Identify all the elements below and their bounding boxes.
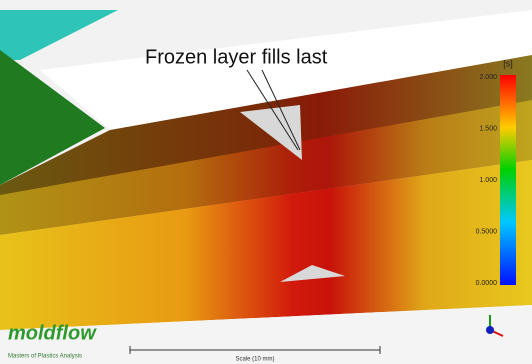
scale-label: Scale (10 mm) <box>235 357 274 363</box>
color-bar-label: 2.000 <box>479 74 497 81</box>
color-bar-label: 1.000 <box>479 177 497 184</box>
logo: moldflow <box>8 322 97 344</box>
color-bar-label: 0.5000 <box>476 228 498 235</box>
axis-triad <box>486 326 494 334</box>
annotation: Frozen layer fills last <box>145 46 328 68</box>
legend-unit: [s] <box>503 58 513 68</box>
logo-tagline: Masters of Plastics Analysis <box>8 354 82 360</box>
color-bar <box>500 75 516 285</box>
color-bar-label: 1.500 <box>479 125 497 132</box>
screenshot: Frozen layer fills last [s] 2.000 1.500 1.… <box>0 0 532 364</box>
render-view: Frozen layer fills last [s] 2.000 1.500 1.… <box>0 0 532 364</box>
color-bar-label: 0.0000 <box>476 280 498 287</box>
